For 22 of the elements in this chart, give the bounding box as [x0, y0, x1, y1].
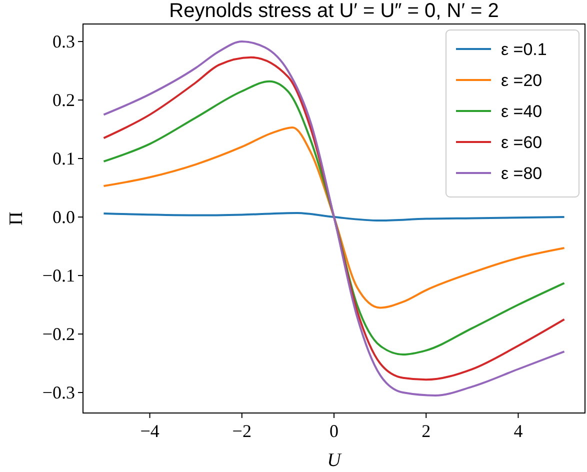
legend-label: ε =60 [501, 133, 542, 152]
line-series [102, 212, 566, 222]
legend-label: ε =20 [501, 71, 542, 90]
chart-title: Reynolds stress at U′ = U″ = 0, N′ = 2 [169, 0, 499, 22]
y-tick-label: −0.2 [42, 324, 75, 344]
y-tick-label: −0.3 [42, 382, 75, 403]
x-tick-label: 0 [330, 421, 338, 441]
line-series [102, 126, 566, 309]
y-axis-title: Π [6, 211, 27, 226]
y-tick-label: 0.1 [52, 148, 75, 169]
y-tick-label: −0.1 [42, 266, 75, 286]
x-axis-title: U [327, 450, 342, 471]
y-tick-label: 0.0 [52, 207, 75, 228]
y-tick-label: 0.2 [52, 90, 75, 110]
legend-label: ε =80 [501, 164, 542, 183]
x-tick-label: −2 [232, 421, 252, 441]
x-tick-label: 4 [514, 421, 523, 441]
legend-label: ε =0.1 [501, 40, 547, 59]
legend-label: ε =40 [501, 102, 542, 121]
x-tick-label: −4 [140, 421, 160, 441]
x-tick-label: 2 [422, 421, 431, 441]
y-tick-label: 0.3 [52, 32, 75, 52]
